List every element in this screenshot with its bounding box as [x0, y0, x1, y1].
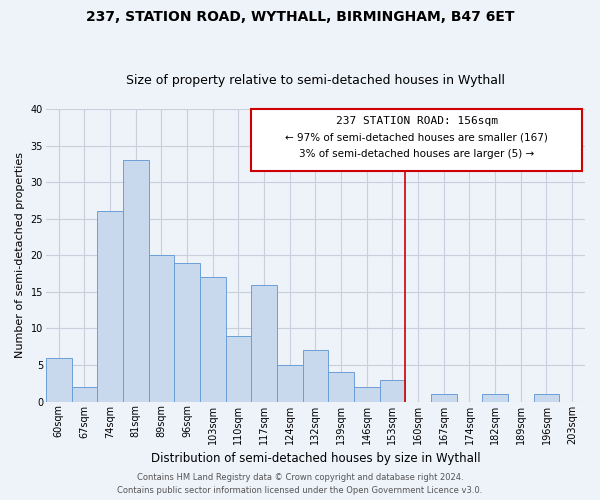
Text: 237 STATION ROAD: 156sqm: 237 STATION ROAD: 156sqm: [336, 116, 498, 126]
Text: Contains HM Land Registry data © Crown copyright and database right 2024.
Contai: Contains HM Land Registry data © Crown c…: [118, 474, 482, 495]
Bar: [482, 394, 508, 402]
Text: 237, STATION ROAD, WYTHALL, BIRMINGHAM, B47 6ET: 237, STATION ROAD, WYTHALL, BIRMINGHAM, …: [86, 10, 514, 24]
Y-axis label: Number of semi-detached properties: Number of semi-detached properties: [15, 152, 25, 358]
Bar: [200, 278, 226, 402]
X-axis label: Distribution of semi-detached houses by size in Wythall: Distribution of semi-detached houses by …: [151, 452, 480, 465]
Bar: [380, 380, 405, 402]
Title: Size of property relative to semi-detached houses in Wythall: Size of property relative to semi-detach…: [126, 74, 505, 87]
Bar: [97, 212, 123, 402]
Bar: [533, 394, 559, 402]
Bar: [431, 394, 457, 402]
Bar: [226, 336, 251, 402]
Bar: [354, 387, 380, 402]
Bar: [277, 365, 302, 402]
Text: 3% of semi-detached houses are larger (5) →: 3% of semi-detached houses are larger (5…: [299, 149, 535, 159]
Bar: [174, 262, 200, 402]
Bar: [328, 372, 354, 402]
Bar: [251, 284, 277, 402]
Bar: [46, 358, 71, 402]
Bar: [302, 350, 328, 402]
FancyBboxPatch shape: [251, 109, 583, 171]
Bar: [71, 387, 97, 402]
Bar: [123, 160, 149, 402]
Bar: [149, 256, 174, 402]
Text: ← 97% of semi-detached houses are smaller (167): ← 97% of semi-detached houses are smalle…: [286, 132, 548, 142]
